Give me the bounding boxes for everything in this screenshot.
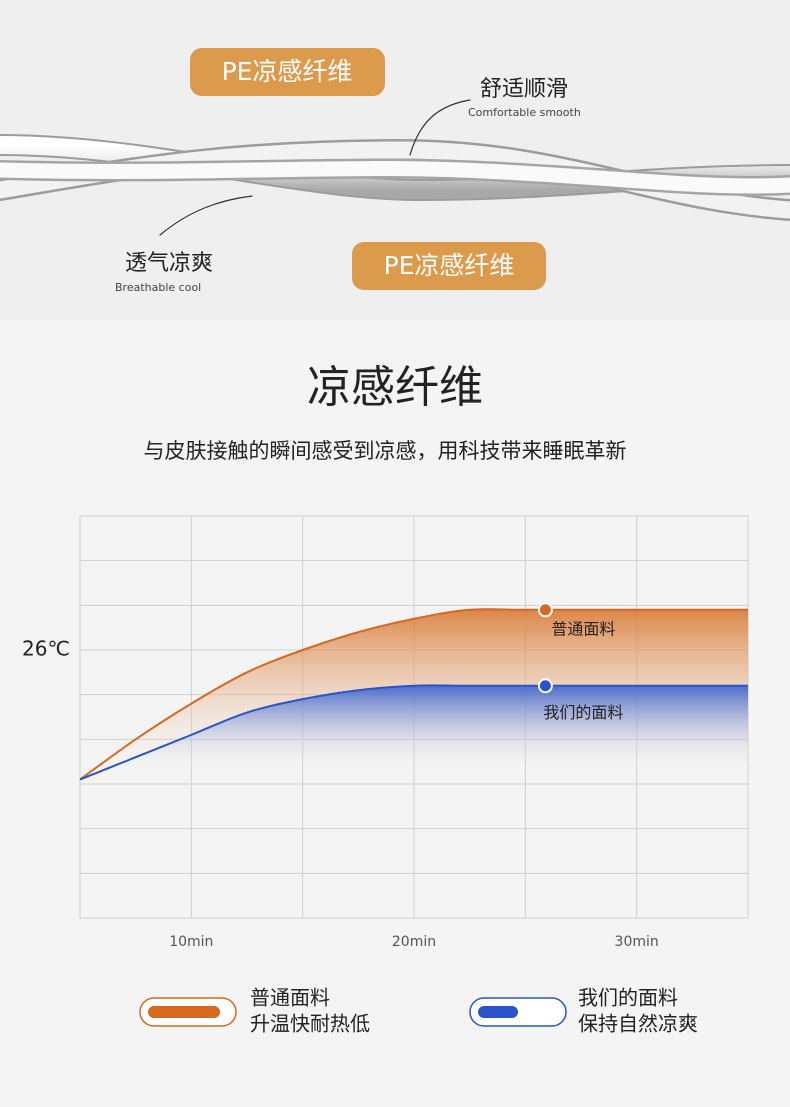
line [79,684,748,781]
chart-title: 凉感纤维 [307,362,483,413]
fibers [0,99,790,236]
legend-swatch [478,1006,518,1018]
badge-bg [190,48,385,96]
marker [537,602,553,618]
callout-title: 透气凉爽 [125,251,213,276]
badge: PE凉感纤维 [222,57,353,86]
badge-bg [352,242,546,290]
callout-title: 舒适顺滑 [480,77,568,102]
callout-subtitle: Comfortable smooth [468,106,581,119]
chart-subtitle: 与皮肤接触的瞬间感受到凉感，用科技带来睡眠革新 [144,439,627,463]
line [79,608,748,781]
x-tick-label: 10min [169,934,213,950]
marker [537,678,553,694]
legend-swatch [148,1006,220,1018]
legend-name: 普通面料 [250,986,330,1010]
x-tick-label: 20min [392,934,436,950]
x-tick-label: 30min [615,934,659,950]
legend-desc: 保持自然凉爽 [578,1012,698,1036]
y-tick-label: 26℃ [22,637,70,661]
marker-label: 普通面料 [551,619,615,638]
marker-label: 我们的面料 [543,703,623,722]
badge: PE凉感纤维 [384,251,515,280]
area [80,685,748,780]
legend-desc: 升温快耐热低 [250,1012,370,1036]
callout-subtitle: Breathable cool [115,281,201,294]
legend-name: 我们的面料 [578,986,678,1010]
